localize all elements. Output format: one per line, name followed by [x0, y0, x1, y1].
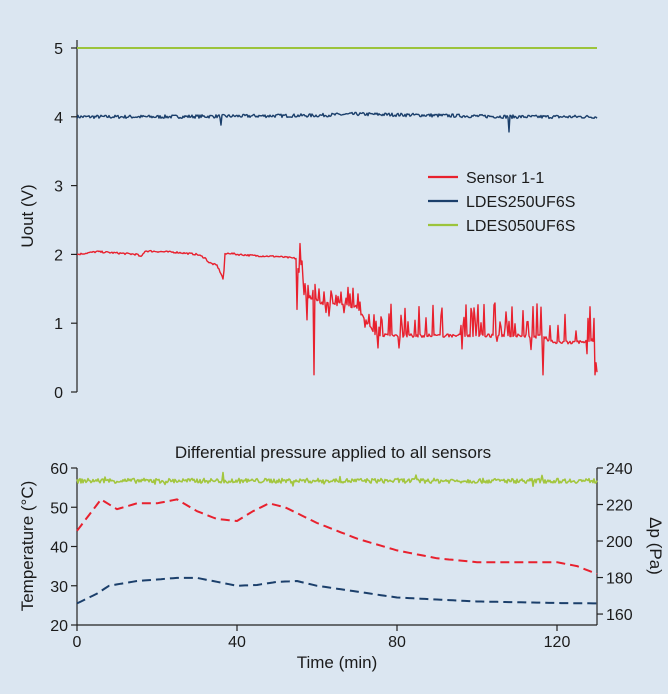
pressure-tick-label: 220	[606, 498, 633, 515]
legend-label: Sensor 1-1	[466, 170, 544, 187]
voltage-y-tick-label: 1	[54, 316, 63, 333]
temperature-tick-label: 60	[50, 461, 68, 478]
time-tick-label: 120	[544, 634, 571, 651]
pressure-tick-label: 160	[606, 607, 633, 624]
time-tick-label: 40	[228, 634, 246, 651]
pressure-series-line	[76, 471, 598, 487]
temperature-series-line	[76, 498, 598, 575]
temperature-tick-label: 30	[50, 579, 68, 596]
voltage-y-tick-label: 5	[54, 41, 63, 58]
pressure-temperature-chart: Differential pressure applied to all sen…	[18, 443, 665, 672]
temperature-tick-label: 20	[50, 618, 68, 635]
temperature-tick-label: 40	[50, 540, 68, 557]
voltage-y-tick-label: 4	[54, 110, 63, 127]
temperature-y-ticks: 20 30 40 50 60	[50, 461, 77, 635]
pressure-tick-label: 180	[606, 571, 633, 588]
pressure-tick-label: 200	[606, 534, 633, 551]
time-axis-label: Time (min)	[297, 653, 378, 672]
time-tick-label: 80	[388, 634, 406, 651]
temperature-axis-label: Temperature (°C)	[18, 481, 37, 612]
pressure-y-ticks: 160 180 200 220 240	[597, 461, 633, 624]
lower-chart-title: Differential pressure applied to all sen…	[175, 443, 491, 462]
time-x-ticks: 0 40 80 120	[73, 625, 571, 651]
voltage-series-group	[76, 47, 598, 376]
pressure-tick-label: 240	[606, 461, 633, 478]
voltage-y-axis-label: Uout (V)	[18, 184, 37, 247]
voltage-y-tick-label: 0	[54, 385, 63, 402]
voltage-y-tick-label: 2	[54, 247, 63, 264]
legend-label: LDES250UF6S	[466, 194, 575, 211]
time-tick-label: 0	[73, 634, 82, 651]
legend-label: LDES050UF6S	[466, 218, 575, 235]
voltage-series-line	[76, 242, 598, 376]
lower-series-group	[76, 471, 598, 605]
legend: Sensor 1-1 LDES250UF6S LDES050UF6S	[428, 170, 575, 235]
voltage-chart: 0 1 2 3 4 5 Uout (V) Sensor 1-1 LDES250UF6S LDE…	[18, 40, 598, 402]
temperature-tick-label: 50	[50, 500, 68, 517]
voltage-y-tick-label: 3	[54, 179, 63, 196]
pressure-axis-label: Δp (Pa)	[646, 517, 665, 575]
voltage-y-ticks: 0 1 2 3 4 5	[54, 41, 77, 402]
temperature-series-line	[76, 576, 597, 605]
voltage-series-line	[76, 111, 598, 133]
